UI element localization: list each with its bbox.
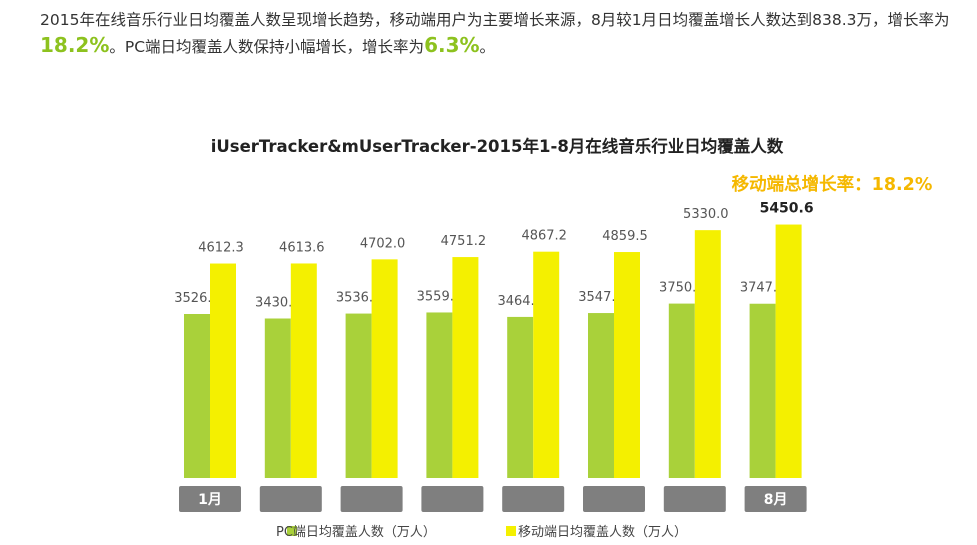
bar-pc-3 — [345, 313, 372, 478]
legend-label-pc: PC端日均覆盖人数（万人） — [276, 525, 436, 540]
category-box-4 — [421, 486, 484, 512]
legend-swatch-mobile — [506, 526, 516, 536]
bar-pc-6 — [588, 313, 614, 478]
bar-label-mobile-1: 4612.3 — [198, 241, 244, 256]
bar-pc-8 — [749, 303, 776, 478]
bar-label-pc-5: 3464.2 — [497, 294, 543, 309]
category-box-7 — [663, 486, 726, 512]
category-labels-layer: 1月 8月 — [179, 486, 807, 512]
bar-pc-7 — [668, 303, 695, 478]
bar-label-pc-6: 3547.3 — [578, 290, 624, 305]
bar-label-pc-3: 3536.2 — [336, 291, 382, 306]
bar-mobile-1 — [210, 263, 236, 478]
summary-text-part-1: 2015年在线音乐行业日均覆盖人数呈现增长趋势，移动端用户为主要增长来源，8月较… — [40, 11, 950, 29]
category-box-6 — [583, 486, 645, 512]
bar-label-mobile-5: 4867.2 — [521, 229, 567, 244]
summary-highlight-mobile-growth: 18.2% — [40, 33, 110, 57]
bar-label-pc-4: 3559.9 — [417, 289, 463, 304]
mobile-growth-annotation: 移动端总增长率：18.2% — [732, 174, 933, 195]
bar-mobile-5 — [533, 251, 560, 478]
bar-pc-4 — [426, 312, 453, 478]
bar-pc-5 — [507, 316, 534, 478]
bar-label-pc-2: 3430.2 — [255, 295, 301, 310]
bar-mobile-4 — [452, 257, 479, 478]
summary-text-part-2: 。PC端日均覆盖人数保持小幅增长，增长率为 — [109, 38, 425, 56]
bar-label-pc-1: 3526.8 — [174, 291, 220, 306]
summary-text: 2015年在线音乐行业日均覆盖人数呈现增长趋势，移动端用户为主要增长来源，8月较… — [40, 8, 950, 60]
summary-text-part-3: 。 — [479, 38, 496, 56]
bars-layer: 3526.8 4612.3 3430.2 4613.6 3536.2 4702.0 3559… — [174, 201, 814, 478]
legend-label-mobile: 移动端日均覆盖人数（万人） — [518, 525, 687, 540]
bar-mobile-3 — [371, 259, 398, 478]
category-label-8: 8月 — [764, 492, 788, 508]
bar-label-mobile-3: 4702.0 — [360, 236, 406, 251]
bar-pc-1 — [184, 314, 210, 478]
bar-label-mobile-8: 5450.6 — [760, 201, 814, 217]
legend: PC端日均覆盖人数（万人） 移动端日均覆盖人数（万人） — [276, 525, 687, 540]
legend-swatch-pc — [287, 526, 297, 536]
bar-pc-2 — [264, 318, 291, 478]
category-box-2 — [259, 486, 322, 512]
bar-mobile-8 — [775, 224, 802, 478]
summary-highlight-pc-growth: 6.3% — [424, 33, 480, 57]
category-box-5 — [502, 486, 565, 512]
category-box-1 — [179, 486, 241, 512]
bar-label-pc-7: 3750.7 — [659, 281, 705, 296]
bar-label-mobile-6: 4859.5 — [602, 229, 648, 244]
category-box-8 — [744, 486, 807, 512]
bar-label-mobile-2: 4613.6 — [279, 240, 325, 255]
bar-label-mobile-7: 5330.0 — [683, 207, 729, 222]
bar-mobile-6 — [614, 252, 640, 478]
bar-mobile-2 — [290, 263, 317, 478]
category-label-1: 1月 — [198, 492, 222, 508]
bar-mobile-7 — [694, 230, 721, 478]
bar-label-pc-8: 3747.6 — [740, 281, 786, 296]
chart-title: iUserTracker&mUserTracker-2015年1-8月在线音乐行… — [211, 136, 784, 156]
bar-label-mobile-4: 4751.2 — [441, 234, 487, 249]
category-box-3 — [340, 486, 403, 512]
